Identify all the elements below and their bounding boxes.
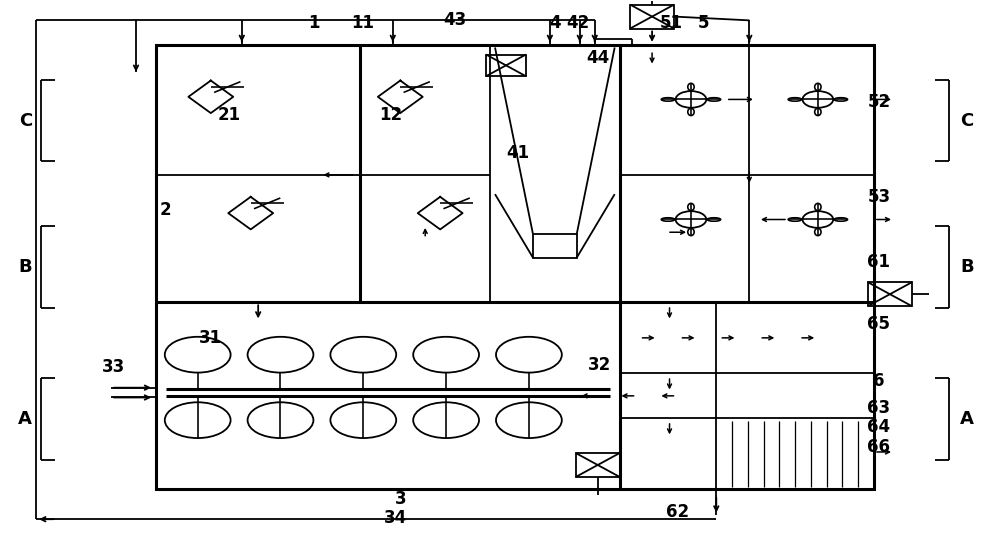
- Text: 42: 42: [566, 14, 589, 32]
- Text: 51: 51: [660, 14, 683, 32]
- Text: 62: 62: [666, 503, 689, 521]
- Bar: [156, 45, 874, 489]
- Text: 32: 32: [588, 356, 611, 374]
- Text: B: B: [19, 258, 32, 276]
- Text: 21: 21: [217, 106, 240, 124]
- Text: 1: 1: [308, 14, 319, 32]
- Bar: [533, 234, 577, 258]
- Text: 11: 11: [351, 14, 374, 32]
- Text: 2: 2: [160, 201, 172, 219]
- Text: 6: 6: [873, 372, 885, 390]
- Text: 33: 33: [101, 359, 125, 377]
- Text: C: C: [19, 112, 32, 130]
- Text: A: A: [960, 410, 974, 428]
- Text: 52: 52: [867, 93, 891, 111]
- Bar: [630, 5, 674, 28]
- Bar: [868, 282, 912, 306]
- Text: 4: 4: [549, 14, 561, 32]
- Text: 61: 61: [867, 253, 890, 271]
- Text: B: B: [960, 258, 974, 276]
- Bar: [486, 54, 526, 76]
- Text: 3: 3: [394, 490, 406, 508]
- Text: A: A: [18, 410, 32, 428]
- Text: 64: 64: [867, 418, 891, 436]
- Text: 34: 34: [384, 509, 407, 527]
- Bar: [576, 453, 620, 477]
- Text: 31: 31: [199, 329, 222, 347]
- Text: 65: 65: [867, 315, 890, 333]
- Text: 53: 53: [867, 187, 891, 205]
- Text: 63: 63: [867, 399, 891, 417]
- Text: 66: 66: [867, 438, 890, 456]
- Text: 43: 43: [444, 11, 467, 29]
- Text: 44: 44: [586, 49, 609, 68]
- Text: 41: 41: [506, 144, 530, 162]
- Text: C: C: [960, 112, 973, 130]
- Text: 12: 12: [379, 106, 402, 124]
- Text: 5: 5: [698, 14, 709, 32]
